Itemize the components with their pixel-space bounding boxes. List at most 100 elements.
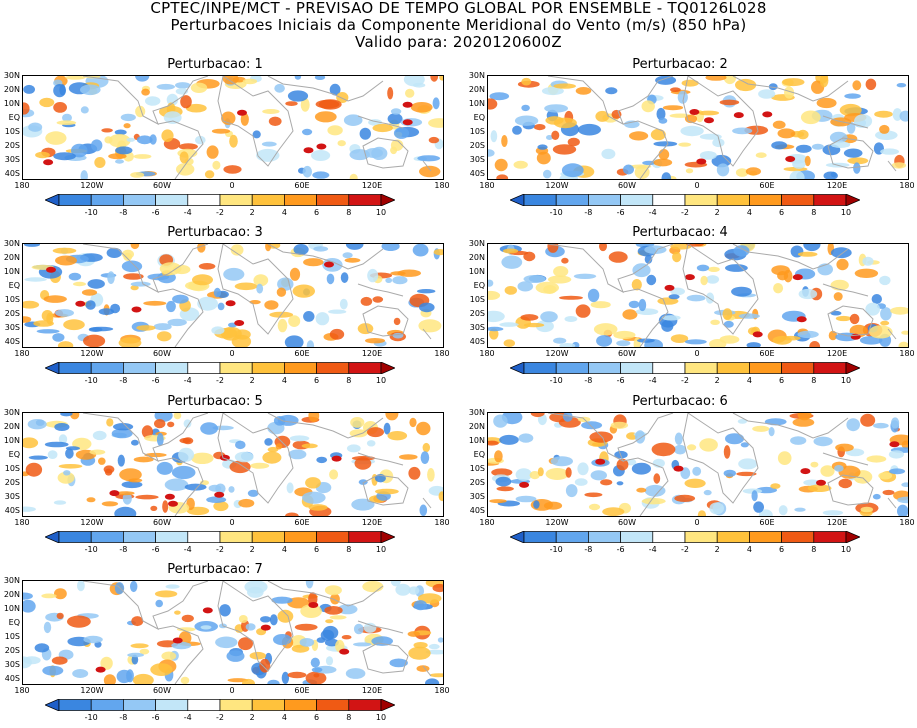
colorbar-tick-label: -4 [648,376,657,385]
colorbar-tick-label: 6 [779,208,785,217]
colorbar-tick-label: -4 [183,545,192,554]
lat-label: EQ [473,113,485,122]
main-title: CPTEC/INPE/MCT - PREVISAO DE TEMPO GLOBA… [150,0,767,17]
lon-label: 60E [294,349,310,358]
lat-label: 10N [468,267,485,276]
lon-label: 120E [361,518,383,527]
lat-label: 30N [468,71,485,80]
lat-label: 20S [469,478,485,487]
panel-title: Perturbacao: 3 [167,225,263,240]
lon-label: 60W [152,686,172,695]
colorbar-tick-label: 10 [840,208,852,217]
colorbar-tick-label: 4 [281,208,287,217]
lat-label: 30N [3,239,20,248]
colorbar-tick-label: 2 [249,713,255,722]
lon-label: 60E [759,518,775,527]
colorbar-tick-label: -10 [84,376,98,385]
lat-label: EQ [8,281,20,290]
colorbar-tick-label: -6 [151,713,160,722]
lon-label: 120E [826,181,848,190]
lon-label: 60E [294,181,310,190]
lat-label: 10S [4,632,20,641]
lon-label: 180 [14,181,30,190]
lon-label: 180 [899,518,915,527]
lat-label: 30S [4,492,20,501]
colorbar-tick-label: 8 [346,208,352,217]
lon-label: 0 [229,349,235,358]
lat-label: 10S [4,464,20,473]
lat-label: 10S [4,127,20,136]
panel-title: Perturbacao: 6 [632,394,728,409]
lat-label: 10N [3,267,20,276]
colorbar-tick-label: -6 [151,376,160,385]
lon-label: 60W [617,181,637,190]
colorbar: -10 -8 -6 -4 -2 2 4 6 8 10 [510,531,860,554]
colorbar-tick-label: -10 [84,713,98,722]
colorbar-tick-label: 6 [314,713,320,722]
perturbation-panel: Perturbacao: 7 30N 20N 10N EQ 10S 20S 30S 40S 180… [0,563,450,728]
colorbar-tick-label: -8 [584,208,593,217]
lon-label: 120W [80,518,104,527]
lat-label: 30S [4,155,20,164]
lon-label: 120W [545,349,569,358]
colorbar-tick-label: -6 [151,208,160,217]
perturbation-panel: Perturbacao: 1 30N 20N 10N EQ 10S 20S 30S 40S 180… [0,58,450,223]
lat-label: 20S [469,309,485,318]
lat-label: 20N [3,253,20,262]
lat-label: 10N [3,436,20,445]
colorbar: -10 -8 -6 -4 -2 2 4 6 8 10 [45,699,395,722]
colorbar-tick-label: -2 [216,376,224,385]
lat-label: 40S [469,506,485,515]
colorbar-tick-label: -2 [681,545,689,554]
lat-label: 40S [4,337,20,346]
lon-label: 60E [294,686,310,695]
colorbar-tick-label: 10 [375,376,387,385]
lat-label: 40S [469,169,485,178]
colorbar-graphic [45,531,395,543]
lat-label: 40S [469,337,485,346]
panel-title: Perturbacao: 5 [167,394,263,409]
colorbar-tick-label: -6 [616,208,625,217]
lon-label: 0 [229,686,235,695]
perturbation-panel: Perturbacao: 2 30N 20N 10N EQ 10S 20S 30S 40S 180… [465,58,915,223]
colorbar-tick-label: -6 [616,545,625,554]
wind-perturbation-map [487,243,909,348]
colorbar-tick-label: 6 [779,545,785,554]
colorbar-tick-label: -10 [549,376,563,385]
map-field [488,244,908,347]
lat-label: EQ [473,450,485,459]
map-field [488,413,908,516]
colorbar-graphic [510,531,860,543]
lat-label: EQ [8,618,20,627]
lat-label: 20N [468,422,485,431]
lat-label: 30S [469,155,485,164]
colorbar-tick-label: -4 [183,208,192,217]
lat-label: 10S [469,295,485,304]
lat-label: 30N [468,408,485,417]
colorbar: -10 -8 -6 -4 -2 2 4 6 8 10 [510,362,860,385]
lon-label: 120W [80,686,104,695]
lon-label: 180 [899,181,915,190]
lat-label: 10S [4,295,20,304]
colorbar-tick-label: -4 [183,713,192,722]
colorbar-tick-label: 4 [281,376,287,385]
lon-label: 180 [434,181,450,190]
lat-label: 20S [4,309,20,318]
colorbar-tick-label: 2 [714,545,720,554]
wind-perturbation-map [487,412,909,517]
panel-title: Perturbacao: 4 [632,225,728,240]
panel-title: Perturbacao: 2 [632,57,728,72]
lon-label: 60W [617,518,637,527]
lat-label: 10N [3,604,20,613]
colorbar-tick-label: -8 [119,545,128,554]
lon-label: 180 [479,349,495,358]
lat-label: 20S [4,478,20,487]
lon-label: 0 [694,349,700,358]
wind-perturbation-map [22,243,444,348]
lat-label: 10S [469,464,485,473]
lat-label: EQ [8,113,20,122]
panel-title: Perturbacao: 7 [167,562,263,577]
colorbar-tick-label: 2 [249,376,255,385]
colorbar-tick-label: -2 [681,208,689,217]
lat-label: 30S [469,323,485,332]
